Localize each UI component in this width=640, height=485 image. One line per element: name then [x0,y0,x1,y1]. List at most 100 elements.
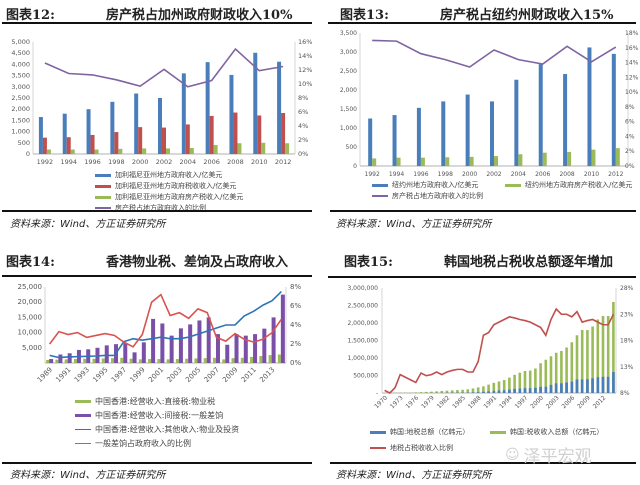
bar [430,391,433,393]
x-tick-label: 2004 [511,171,526,178]
bar [469,156,474,166]
y-tick-label: 3,000 [11,83,30,91]
chart-number: 图表13: [340,8,389,23]
bar [181,73,186,154]
legend-swatch [95,173,111,177]
bar [142,148,147,154]
y2-tick-label: 16% [625,45,639,52]
y2-tick-label: 8% [620,390,630,397]
bar [234,334,239,363]
bar [280,294,285,363]
y-tick-label: 3,500 [11,72,30,80]
legend-item: 韩国:税收收入总额（亿韩元） [490,427,603,437]
bar [419,392,423,393]
chart-15-plot: - 500,000 1,000,000 1,500,000 2,000,000 2,500… [347,285,633,410]
y2-tick-label: 16% [298,38,312,46]
bar [392,115,397,166]
bar [565,382,568,393]
x-tick-label: 1996 [413,171,428,178]
legend-label: 韩国:地税总额（亿韩元） [390,428,470,436]
chart-title-text: 韩国地税占税收总额逐年增加 [444,255,614,270]
y2-tick-label: 6% [298,108,308,116]
bar [445,390,449,393]
y-tick-label: 1,000 [340,125,357,132]
y2-tick-label: 4% [625,133,635,140]
bar [257,115,262,154]
bar [185,124,190,154]
bar [253,334,258,363]
chart-14-title: 图表14: 香港物业税、差饷及占政府收入 [6,251,288,270]
bar [435,391,438,393]
chart-title-text: 香港物业税、差饷及占政府收入 [106,255,289,270]
bar [494,156,498,166]
bar [580,379,584,393]
bar [162,127,166,154]
x-tick-label: 2009 [221,366,239,384]
y-tick-label: 2,500 [340,68,357,75]
y-tick-label: 1,500 [11,116,30,124]
watermark: ☺ 泽平宏观 [505,442,592,468]
y2-tick-label: 6% [625,119,635,126]
bar [514,79,519,166]
bar [205,62,210,154]
bar [229,74,234,154]
bar [591,326,594,393]
bar [466,389,470,393]
bar [240,357,244,363]
bar [513,374,516,393]
y2-tick-label: 2% [290,340,301,348]
source-rule [2,210,312,212]
bar [471,388,475,393]
bar [55,359,59,363]
chart-title-text: 房产税占纽约州财政收入15% [440,8,614,23]
bar [596,377,600,393]
bar [46,149,51,154]
bar [233,112,238,154]
x-tick-label: 2005 [184,366,202,384]
bar [575,379,579,393]
x-tick-label: 1994 [389,171,404,178]
source-note: 资料来源：Wind、方正证券研究所 [336,219,492,230]
y2-tick-label: 4% [290,321,301,329]
y-tick-label: 5,000 [11,38,30,46]
legend-swatch [75,400,91,403]
y-tick-label: 4,500 [11,49,30,57]
bar [90,134,95,154]
bar [243,335,248,363]
bar [222,359,226,363]
bar [160,323,165,363]
legend-item: 韩国:地税总额（亿韩元） [370,427,469,437]
y-tick-label: 3,500 [340,30,357,37]
chart-12-plot: 0 500 1,000 1,500 2,000 2,500 3,000 3,500 4,000 4… [11,38,312,166]
bar [490,101,494,166]
bar [570,342,574,393]
y2-tick-label: 2% [625,148,635,155]
wechat-logo-icon: ☺ [505,446,520,463]
bar [188,324,193,363]
legend-label: 一般差饷占政府收入的比例 [95,439,191,448]
bar [560,383,563,393]
bar [570,381,574,393]
legend-label: 加利福尼亚州地方政府房产税收入/亿美元 [115,193,244,201]
bar [502,380,506,393]
y-tick-label: 0 [26,150,30,158]
x-tick-label: 1997 [514,394,530,410]
legend-item: 加利福尼亚州地方政府收入/亿美元 [95,170,222,180]
y2-tick-label: 8% [290,283,301,291]
x-tick-label: 2012 [275,158,292,166]
bar [513,388,516,393]
y-tick-label: 4,000 [11,60,30,68]
bar [261,142,266,154]
x-tick-label: 1997 [110,366,128,384]
bar [134,93,139,154]
bar [49,359,54,363]
bar [64,359,68,363]
bar [203,358,207,363]
x-tick-label: 1988 [467,394,483,410]
bar [497,390,501,393]
y2-tick-label: 4% [298,122,308,130]
x-tick-label: 1976 [404,394,420,410]
bar [560,351,563,393]
bar [253,52,258,154]
bar [596,319,600,393]
